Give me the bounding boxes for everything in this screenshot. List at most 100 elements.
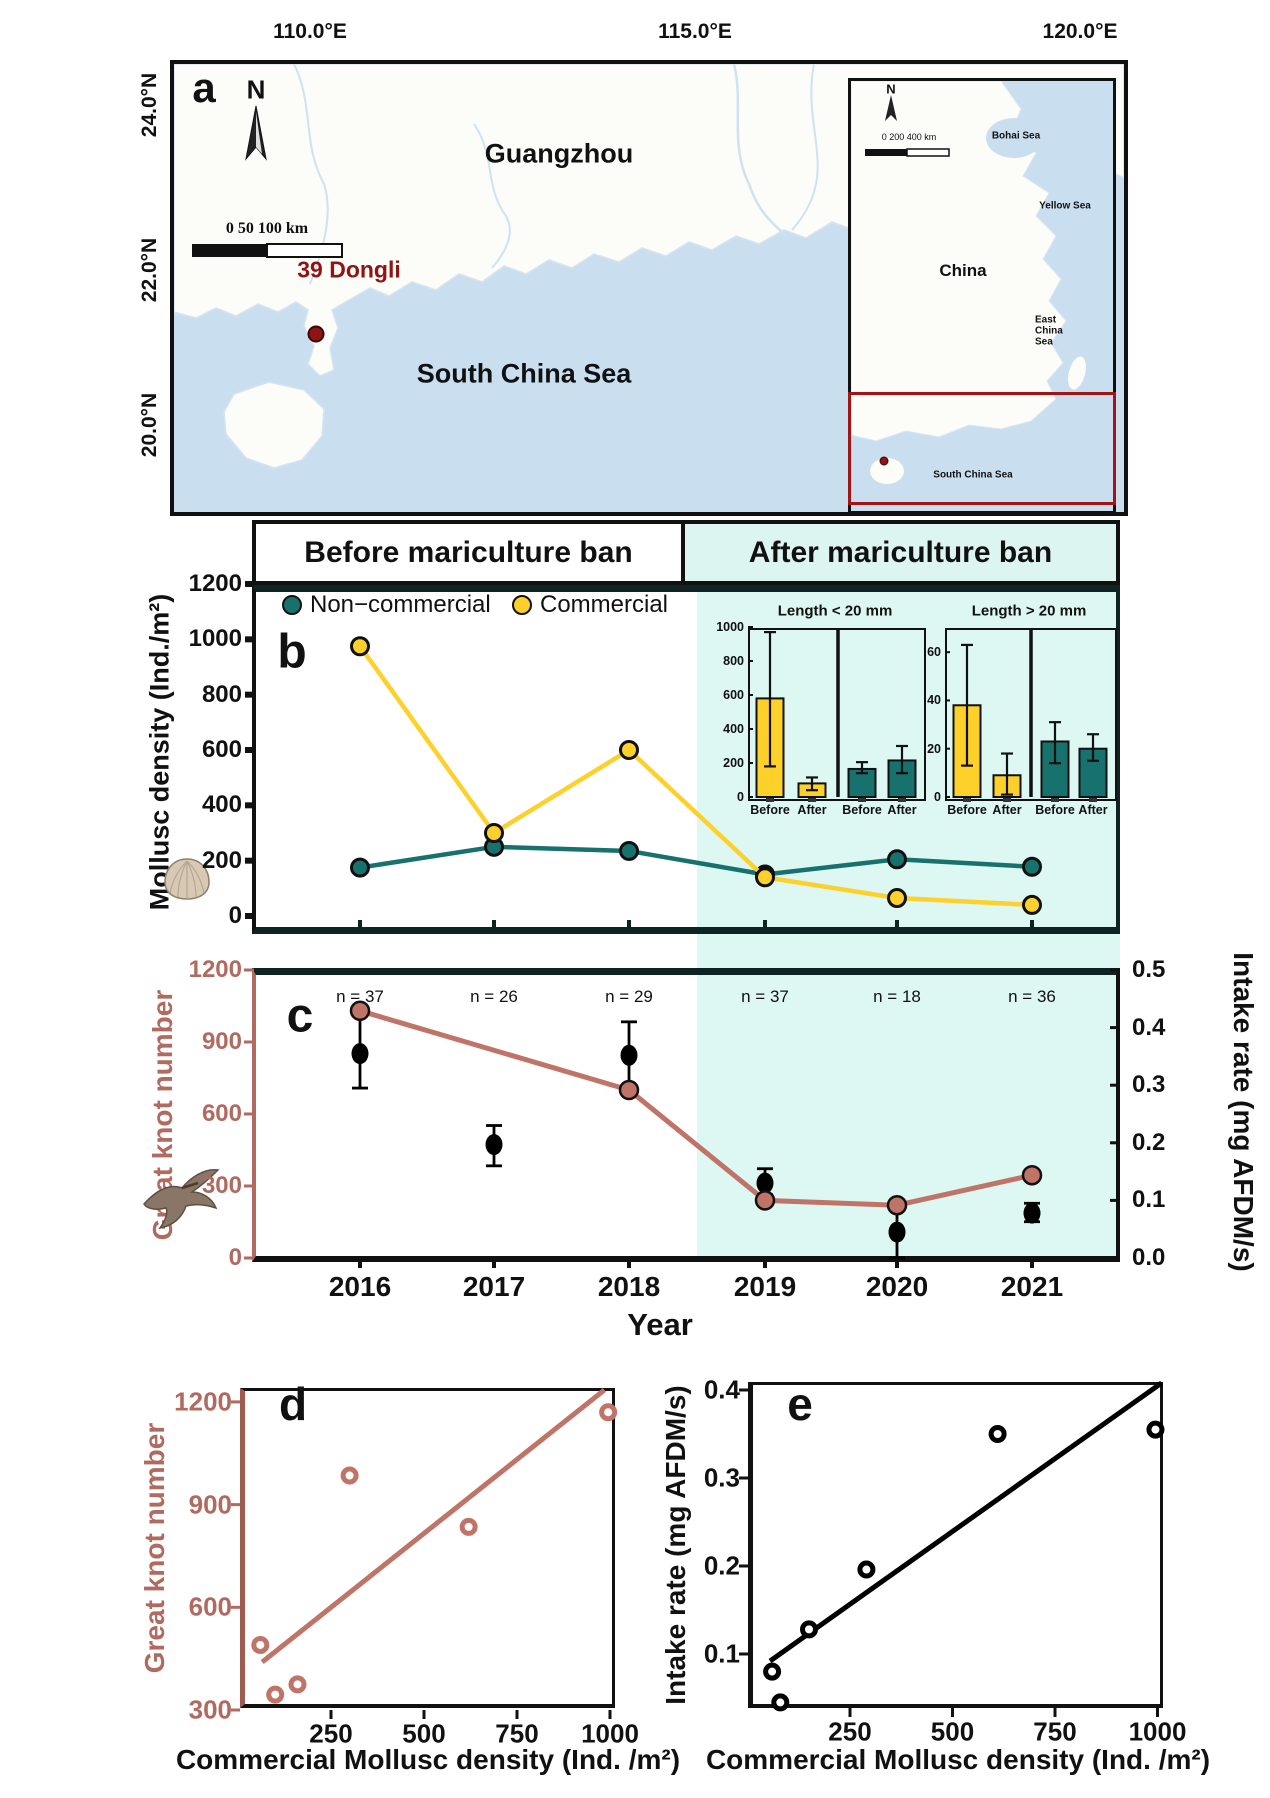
- map-river-3: [473, 123, 511, 269]
- inset-small-title: Length < 20 mm: [777, 602, 893, 620]
- map-river-2: [791, 64, 819, 231]
- study-site-marker: [307, 325, 325, 343]
- inset-scale-text: 0 200 400 km: [881, 132, 937, 142]
- panel-c-plot-area: [252, 968, 1120, 1262]
- legend-noncommercial-dot: [282, 595, 302, 615]
- panel-c-right-ylabel: Intake rate (mg AFDM/s): [1228, 952, 1259, 1272]
- inset-geography: [851, 81, 1113, 511]
- panel-d-ylabel: Great knot number: [139, 1422, 170, 1674]
- legend-noncommercial-label: Non−commercial: [310, 591, 491, 618]
- panel-b-plot-area: [252, 585, 1120, 934]
- panel-c-xtick-label: 2017: [462, 1271, 526, 1302]
- b_inset_large-xtick-label: Before: [947, 803, 987, 817]
- b_inset_large-ytick-label: 0: [934, 790, 941, 804]
- panel-e-ylabel: Intake rate (mg AFDM/s): [660, 1385, 691, 1705]
- sea-label: South China Sea: [416, 358, 632, 389]
- d-ytick-label: 300: [188, 1694, 232, 1725]
- map-lat-tick-22: 22.0°N: [138, 237, 161, 303]
- d-xtick-label: 750: [495, 1718, 539, 1749]
- panel-c-xtick-label: 2021: [1000, 1271, 1064, 1302]
- e-ytick-label: 0.2: [703, 1550, 740, 1581]
- e-ytick-label: 0.3: [703, 1462, 740, 1493]
- map-lat-tick-20: 20.0°N: [138, 392, 161, 458]
- panel-b-ytick-label: 400: [201, 791, 242, 819]
- panel-c-left-ytick-label: 900: [201, 1028, 242, 1055]
- b_inset_small-xtick-label: After: [887, 803, 917, 817]
- inset-bar-large-box: [945, 628, 1117, 801]
- b_inset_large-ytick-label: 40: [927, 693, 941, 708]
- header-before-ban-label: Before mariculture ban: [304, 535, 633, 569]
- panel-b-ytick-label: 1000: [188, 625, 242, 653]
- e-ytick-label: 0.4: [703, 1374, 740, 1405]
- e-xtick-label: 500: [930, 1716, 975, 1747]
- inset-north-arrow-icon: [885, 95, 897, 121]
- shared-xlabel-year: Year: [627, 1307, 693, 1342]
- e-xtick-label: 250: [828, 1716, 872, 1747]
- b_inset_large-xtick-label: After: [1078, 803, 1108, 817]
- inset-scalebar-white: [906, 148, 950, 157]
- inset-south-china-sea-label: South China Sea: [933, 469, 1013, 481]
- b_inset_small-xtick-label: Before: [842, 803, 882, 817]
- header-before-ban: Before mariculture ban: [252, 520, 685, 585]
- inset-map: N 0 200 400 km China Bohai Sea Yellow Se…: [848, 78, 1116, 514]
- header-after-ban-label: After mariculture ban: [748, 535, 1053, 569]
- inset-large-title: Length > 20 mm: [971, 602, 1087, 620]
- mollusc-shell-icon: [164, 858, 210, 900]
- panel-d-plot-area: [240, 1388, 615, 1708]
- panel-e-letter: e: [787, 1378, 813, 1430]
- header-after-ban: After mariculture ban: [685, 520, 1120, 585]
- d-xtick-label: 500: [402, 1718, 446, 1749]
- panel-c-n-label: n = 18: [873, 987, 921, 1006]
- panel-c-right-ytick-label: 0.3: [1132, 1071, 1166, 1099]
- b_inset_small-xtick-label: Before: [750, 803, 790, 817]
- inset-east-china-sea-label: East China Sea: [1035, 314, 1063, 348]
- inset-hainan-island: [870, 458, 904, 484]
- d-ytick-label: 1200: [174, 1386, 232, 1417]
- map-hainan-island: [223, 381, 325, 469]
- d-ytick-label: 600: [188, 1591, 232, 1622]
- panel-c-right-ytick-label: 0.2: [1132, 1128, 1166, 1156]
- b_inset_large-xtick-label: After: [992, 803, 1022, 817]
- panel-d-letter: d: [278, 1378, 308, 1430]
- panel-c-right-ytick-label: 0.4: [1132, 1013, 1166, 1041]
- panel-d-xlabel: Commercial Mollusc density (Ind. /m²): [175, 1744, 681, 1775]
- d-ytick-label: 900: [188, 1489, 232, 1520]
- inset-china-shape: [851, 81, 1067, 442]
- panel-c-xtick-label: 2019: [733, 1271, 797, 1302]
- panel-e-xlabel: Commercial Mollusc density (Ind. /m²): [705, 1744, 1211, 1775]
- b_inset_large-xtick-label: Before: [1035, 803, 1075, 817]
- panel-c-xtick-label: 2020: [865, 1271, 929, 1302]
- b_inset_small-xtick-label: After: [797, 803, 827, 817]
- north-arrow-icon-half: [256, 112, 262, 154]
- panel-b-ytick-label: 200: [201, 846, 242, 874]
- panel-c-n-label: n = 37: [336, 987, 384, 1006]
- inset-study-area-rectangle: [848, 392, 1116, 505]
- inset-scalebar-black: [865, 149, 907, 156]
- d-xtick-label: 250: [309, 1718, 353, 1749]
- scalebar-black: [192, 244, 267, 257]
- e-xtick-label: 750: [1033, 1716, 1077, 1747]
- inset-taiwan-island: [1068, 356, 1086, 390]
- inset-bohai-sea-label: Bohai Sea: [991, 130, 1041, 142]
- inset-north-label: N: [886, 81, 896, 97]
- map-lon-tick-115: 115.0°E: [658, 20, 732, 43]
- b_inset_small-ytick-label: 0: [737, 790, 744, 804]
- e-ytick-label: 0.1: [703, 1638, 740, 1669]
- panel-c-xtick-label: 2016: [328, 1271, 392, 1302]
- city-label: Guangzhou: [484, 138, 634, 169]
- panel-b-ytick-label: 0: [228, 902, 242, 929]
- panel-c-right-ytick-label: 0.0: [1132, 1244, 1166, 1271]
- b_inset_large-ytick-label: 20: [927, 741, 941, 756]
- inset-site-marker: [879, 456, 889, 466]
- legend-commercial-label: Commercial: [540, 591, 669, 618]
- b_inset_small-ytick-label: 1000: [716, 620, 744, 634]
- inset-country-label: China: [939, 261, 987, 280]
- panel-a-letter: a: [192, 64, 216, 111]
- e-xtick-label: 1000: [1128, 1716, 1187, 1747]
- inset-bohai-sea-shape: [986, 118, 1042, 158]
- inset-bar-small-box: [748, 628, 926, 801]
- panel-c-n-label: n = 37: [741, 987, 789, 1006]
- scalebar-white: [266, 243, 343, 258]
- panel-c-letter: c: [286, 989, 314, 1043]
